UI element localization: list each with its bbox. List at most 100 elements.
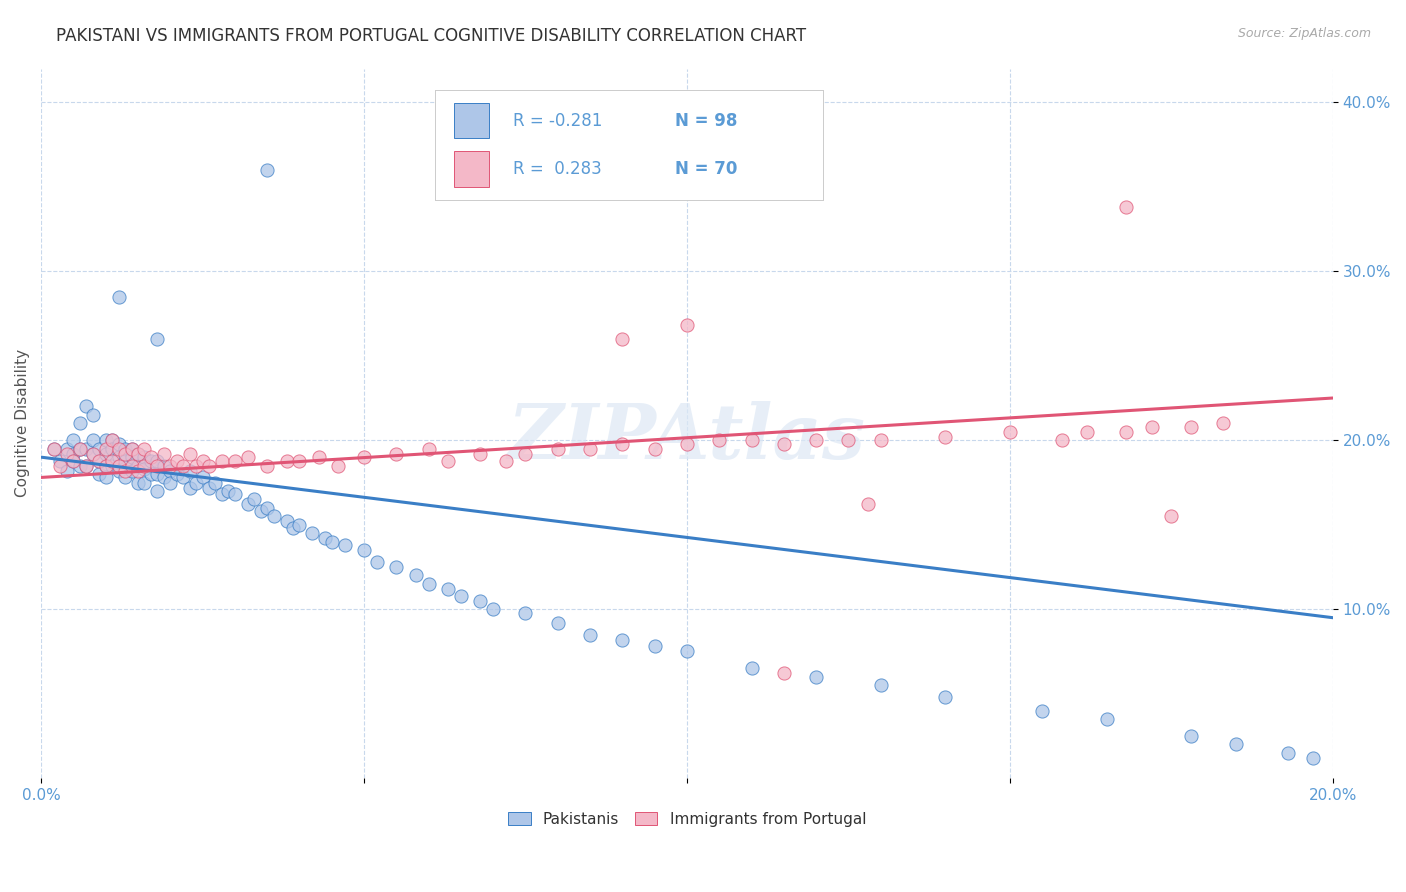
- Point: [772, 436, 794, 450]
- Point: [437, 582, 460, 596]
- Point: [741, 661, 763, 675]
- Point: [418, 577, 440, 591]
- Point: [89, 442, 111, 456]
- Point: [579, 627, 602, 641]
- Point: [62, 434, 84, 448]
- Point: [579, 442, 602, 456]
- Point: [934, 690, 956, 705]
- Point: [56, 442, 79, 456]
- Point: [495, 453, 517, 467]
- Point: [134, 450, 156, 465]
- Point: [256, 458, 278, 473]
- Point: [856, 498, 879, 512]
- Point: [1277, 746, 1299, 760]
- Point: [94, 442, 117, 456]
- Point: [107, 450, 129, 465]
- Point: [263, 509, 285, 524]
- Point: [418, 442, 440, 456]
- Point: [179, 464, 201, 478]
- Point: [772, 666, 794, 681]
- Point: [101, 458, 124, 473]
- Point: [515, 606, 537, 620]
- Point: [184, 458, 207, 473]
- Point: [676, 644, 699, 658]
- Point: [366, 555, 388, 569]
- Y-axis label: Cognitive Disability: Cognitive Disability: [15, 350, 30, 498]
- Point: [934, 430, 956, 444]
- Point: [69, 442, 91, 456]
- Point: [82, 434, 104, 448]
- Point: [146, 483, 169, 498]
- Point: [127, 458, 149, 473]
- Point: [385, 447, 408, 461]
- Point: [42, 442, 65, 456]
- Point: [276, 453, 298, 467]
- Text: PAKISTANI VS IMMIGRANTS FROM PORTUGAL COGNITIVE DISABILITY CORRELATION CHART: PAKISTANI VS IMMIGRANTS FROM PORTUGAL CO…: [56, 27, 807, 45]
- Point: [236, 498, 259, 512]
- Text: Source: ZipAtlas.com: Source: ZipAtlas.com: [1237, 27, 1371, 40]
- Point: [134, 475, 156, 490]
- Point: [114, 453, 136, 467]
- Point: [94, 434, 117, 448]
- Point: [869, 678, 891, 692]
- Point: [127, 447, 149, 461]
- Point: [211, 453, 233, 467]
- Point: [166, 467, 188, 481]
- Point: [146, 453, 169, 467]
- Point: [89, 453, 111, 467]
- Point: [94, 470, 117, 484]
- Point: [69, 458, 91, 473]
- Point: [353, 543, 375, 558]
- Point: [127, 475, 149, 490]
- Point: [804, 670, 827, 684]
- Point: [94, 447, 117, 461]
- Point: [385, 560, 408, 574]
- Point: [153, 470, 176, 484]
- Point: [121, 458, 143, 473]
- Point: [1076, 425, 1098, 439]
- Point: [107, 436, 129, 450]
- Point: [482, 602, 505, 616]
- Point: [89, 453, 111, 467]
- Point: [121, 442, 143, 456]
- Point: [1180, 729, 1202, 743]
- Point: [198, 481, 221, 495]
- Point: [153, 458, 176, 473]
- Point: [107, 442, 129, 456]
- Point: [191, 470, 214, 484]
- Point: [1050, 434, 1073, 448]
- Point: [450, 589, 472, 603]
- Point: [42, 442, 65, 456]
- Point: [146, 467, 169, 481]
- Point: [1180, 419, 1202, 434]
- Point: [159, 475, 181, 490]
- Point: [127, 447, 149, 461]
- Point: [869, 434, 891, 448]
- Point: [612, 332, 634, 346]
- Point: [114, 470, 136, 484]
- Point: [75, 400, 97, 414]
- Point: [94, 458, 117, 473]
- Point: [243, 492, 266, 507]
- Point: [301, 526, 323, 541]
- Point: [101, 434, 124, 448]
- Point: [107, 458, 129, 473]
- Point: [101, 453, 124, 467]
- Point: [198, 458, 221, 473]
- Point: [676, 436, 699, 450]
- Point: [353, 450, 375, 465]
- Point: [107, 290, 129, 304]
- Point: [127, 464, 149, 478]
- Point: [1302, 751, 1324, 765]
- Point: [314, 531, 336, 545]
- Point: [515, 447, 537, 461]
- Point: [256, 162, 278, 177]
- Point: [56, 447, 79, 461]
- Point: [166, 453, 188, 467]
- Point: [114, 447, 136, 461]
- Point: [62, 447, 84, 461]
- Point: [75, 442, 97, 456]
- Point: [82, 408, 104, 422]
- Point: [547, 615, 569, 630]
- Point: [121, 450, 143, 465]
